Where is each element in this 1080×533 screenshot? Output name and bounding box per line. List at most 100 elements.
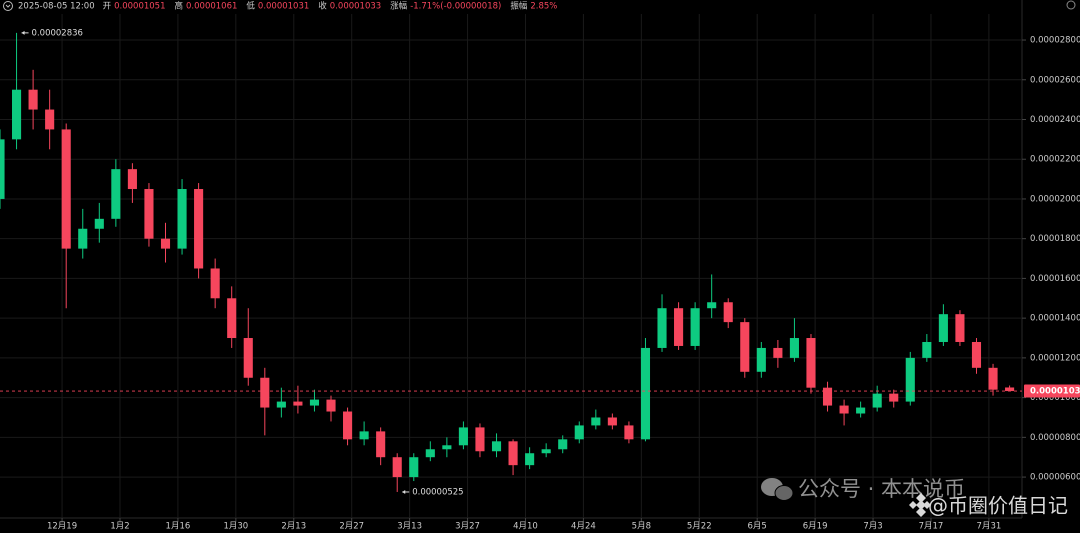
header-label: 开: [103, 2, 112, 12]
candle-body: [94, 218, 104, 229]
candle-layer: [0, 32, 1015, 492]
candle-body: [971, 341, 982, 368]
candle-body: [707, 302, 717, 309]
header-label: 低: [246, 1, 255, 12]
y-tick-label: 0.00002800: [1030, 36, 1080, 46]
collapse-chevron: [5, 4, 11, 8]
candle-body: [243, 338, 253, 378]
candle-body: [425, 449, 435, 458]
candle-body: [938, 314, 948, 342]
x-tick-label: 4月10: [513, 522, 538, 532]
candle-body: [756, 347, 766, 372]
header-value: 2.85%: [530, 2, 557, 12]
candle-body: [1005, 387, 1015, 392]
header-label: 振幅: [510, 1, 528, 12]
candle-body: [922, 341, 932, 358]
x-tick-label: 4月24: [571, 522, 596, 532]
header-value: 0.00001031: [258, 2, 309, 12]
candle-body: [28, 89, 38, 110]
overlay-layer: 2025-08-05 12:00 开 0.00001051 高 0.00001061 低 0…: [0, 1, 1080, 497]
annotation-arrowhead: [402, 489, 406, 494]
candle-body: [177, 189, 187, 249]
candle-body: [640, 347, 651, 440]
header-value: 0.00001061: [186, 2, 237, 12]
x-tick-label: 3月13: [397, 522, 422, 532]
wechat-bubble: [774, 485, 794, 501]
candle-body: [558, 439, 568, 450]
x-tick-label: 3月27: [455, 522, 480, 532]
candle-body: [541, 449, 551, 454]
candle-body: [458, 427, 468, 446]
candle-body: [872, 393, 882, 408]
last-price-box: [1024, 384, 1080, 398]
candle-body: [392, 457, 402, 478]
x-tick-label: 1月30: [223, 522, 248, 532]
candle-body: [11, 89, 22, 140]
candle-body: [376, 431, 386, 458]
x-tick-label: 5月22: [687, 522, 712, 532]
settings-icon[interactable]: [1066, 0, 1076, 10]
x-tick-label: 7月3: [863, 522, 882, 532]
candle-body: [740, 322, 750, 372]
candle-body: [309, 399, 320, 406]
candle-body: [144, 189, 154, 239]
candle-body: [525, 453, 535, 466]
candle-body: [359, 431, 369, 440]
candle-body: [343, 411, 353, 440]
header-value: 0.00001051: [114, 2, 165, 12]
y-tick-label: 0.00001800: [1030, 234, 1080, 244]
header-value: -1.71%(-0.00000018): [410, 2, 501, 12]
header-value: 0.00001033: [330, 2, 381, 12]
x-tick-label: 1月16: [166, 522, 191, 532]
candle-body: [624, 425, 634, 440]
x-tick-label: 12月19: [47, 522, 77, 532]
y-tick-label: 0.00002000: [1030, 194, 1080, 204]
y-tick-label: 0.00001400: [1030, 314, 1080, 324]
header-label: 高: [175, 1, 184, 12]
header-datetime: 2025-08-05 12:00: [18, 2, 95, 12]
y-tick-label: 0.00000600: [1030, 473, 1080, 483]
candle-body: [856, 407, 866, 414]
candle-body: [889, 393, 899, 402]
x-tick-label: 7月31: [977, 522, 1002, 532]
candle-body: [0, 139, 5, 199]
candle-body: [905, 357, 915, 402]
header-label: 涨幅: [390, 1, 408, 12]
candle-body: [839, 405, 849, 414]
watermark-handle: @币圈价值日记: [928, 494, 1068, 518]
candle-body: [822, 387, 833, 406]
grid-layer: 0.00000600 0.00000800 0.00001000 0.00001200…: [0, 14, 1080, 532]
candle-body: [674, 308, 684, 346]
y-tick-label: 0.00002600: [1030, 75, 1080, 85]
candle-body: [194, 189, 204, 269]
candle-body: [491, 441, 502, 452]
candle-body: [260, 377, 270, 408]
annotation-arrowhead: [21, 30, 25, 35]
candle-body: [607, 417, 617, 426]
x-tick-label: 6月5: [748, 522, 767, 532]
x-tick-label: 2月27: [339, 522, 364, 532]
candle-body: [508, 441, 518, 466]
watermark-logo: [909, 493, 931, 517]
candle-body: [78, 228, 88, 249]
watermark-account: 公众号 · 本本说币: [798, 477, 965, 501]
x-tick-label: 1月2: [110, 522, 129, 532]
y-tick-label: 0.00000800: [1030, 433, 1080, 443]
candle-body: [45, 109, 55, 130]
candle-body: [326, 399, 336, 412]
collapse-icon[interactable]: [3, 1, 13, 11]
y-tick-label: 0.00002400: [1030, 115, 1080, 125]
header-label: 收: [318, 1, 327, 12]
candle-body: [160, 238, 171, 249]
x-tick-label: 5月8: [632, 522, 651, 532]
candle-body: [227, 298, 237, 339]
candle-body: [475, 427, 485, 452]
candle-body: [591, 417, 601, 426]
candle-body: [127, 169, 137, 190]
y-tick-label: 0.00001000: [1030, 393, 1080, 403]
annotation-label: 0.00000525: [412, 487, 463, 497]
candle-body: [773, 347, 783, 358]
watermark: 公众号 · 本本说币 @币圈价值日记: [761, 477, 1068, 518]
last-price-label: 0.00001033: [1030, 387, 1080, 397]
